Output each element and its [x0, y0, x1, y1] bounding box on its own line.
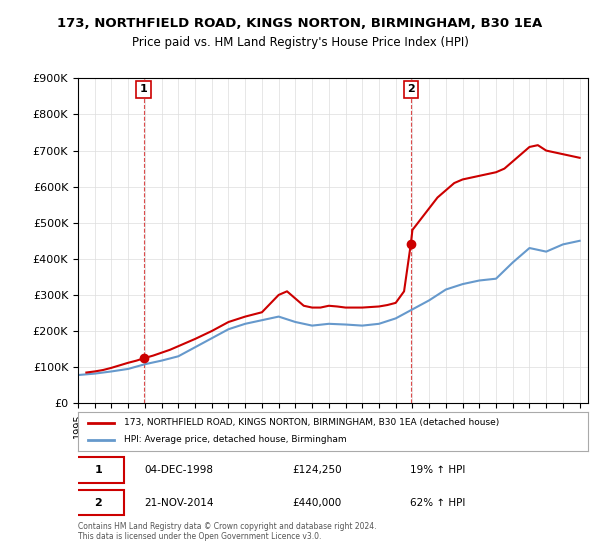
Text: 21-NOV-2014: 21-NOV-2014	[145, 497, 214, 507]
Text: 173, NORTHFIELD ROAD, KINGS NORTON, BIRMINGHAM, B30 1EA: 173, NORTHFIELD ROAD, KINGS NORTON, BIRM…	[58, 17, 542, 30]
Text: 1: 1	[140, 84, 148, 94]
Text: 62% ↑ HPI: 62% ↑ HPI	[409, 497, 465, 507]
Text: Price paid vs. HM Land Registry's House Price Index (HPI): Price paid vs. HM Land Registry's House …	[131, 36, 469, 49]
Text: Contains HM Land Registry data © Crown copyright and database right 2024.
This d: Contains HM Land Registry data © Crown c…	[78, 522, 377, 542]
Text: 2: 2	[407, 84, 415, 94]
Text: £124,250: £124,250	[292, 465, 342, 475]
Text: 2: 2	[95, 497, 102, 507]
Text: 1: 1	[95, 465, 102, 475]
FancyBboxPatch shape	[73, 489, 124, 515]
Text: HPI: Average price, detached house, Birmingham: HPI: Average price, detached house, Birm…	[124, 435, 347, 444]
Text: 173, NORTHFIELD ROAD, KINGS NORTON, BIRMINGHAM, B30 1EA (detached house): 173, NORTHFIELD ROAD, KINGS NORTON, BIRM…	[124, 418, 499, 427]
Text: £440,000: £440,000	[292, 497, 341, 507]
FancyBboxPatch shape	[73, 458, 124, 483]
Text: 19% ↑ HPI: 19% ↑ HPI	[409, 465, 465, 475]
Text: 04-DEC-1998: 04-DEC-1998	[145, 465, 214, 475]
